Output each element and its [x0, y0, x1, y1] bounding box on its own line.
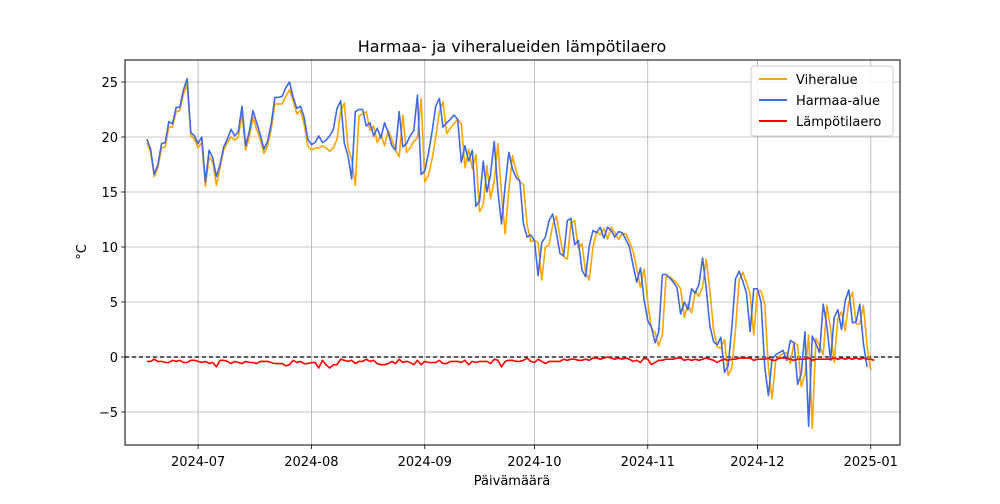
x-tick-label: 2024-12	[730, 455, 784, 470]
legend-label: Lämpötilaero	[796, 115, 881, 130]
legend: Viheralue Harmaa-alue Lämpötilaero	[750, 65, 894, 137]
y-axis-label: °C	[75, 244, 90, 260]
chart-title: Harmaa- ja viheralueiden lämpötilaero	[358, 37, 667, 56]
x-tick-label: 2025-01	[844, 455, 898, 470]
y-tick-label: 20	[101, 131, 118, 146]
x-axis-ticks: 2024-07 2024-08 2024-09 2024-10 2024-11 2024-…	[171, 445, 898, 470]
x-tick-label: 2024-10	[507, 455, 561, 470]
y-tick-label: 0	[110, 351, 118, 366]
y-tick-label: 10	[101, 241, 118, 256]
x-tick-label: 2024-07	[171, 455, 225, 470]
x-tick-label: 2024-08	[284, 455, 338, 470]
series-line-harmaa-alue	[146, 77, 868, 428]
x-tick-label: 2024-11	[621, 455, 675, 470]
series-group	[146, 77, 875, 430]
x-tick-label: 2024-09	[398, 455, 452, 470]
y-tick-label: 5	[110, 296, 118, 311]
y-axis-ticks: −5 0 5 10 15 20 25	[99, 76, 125, 421]
series-line-viheralue	[146, 83, 872, 430]
legend-label: Viheralue	[796, 73, 858, 88]
x-axis-label: Päivämäärä	[474, 474, 550, 489]
plot-frame	[124, 59, 901, 446]
y-tick-label: 25	[101, 76, 118, 91]
y-tick-label: −5	[99, 406, 118, 421]
series-line-lämp-tilaero	[146, 356, 875, 369]
legend-box	[750, 65, 894, 137]
legend-label: Harmaa-alue	[796, 94, 880, 109]
y-tick-label: 15	[101, 186, 118, 201]
